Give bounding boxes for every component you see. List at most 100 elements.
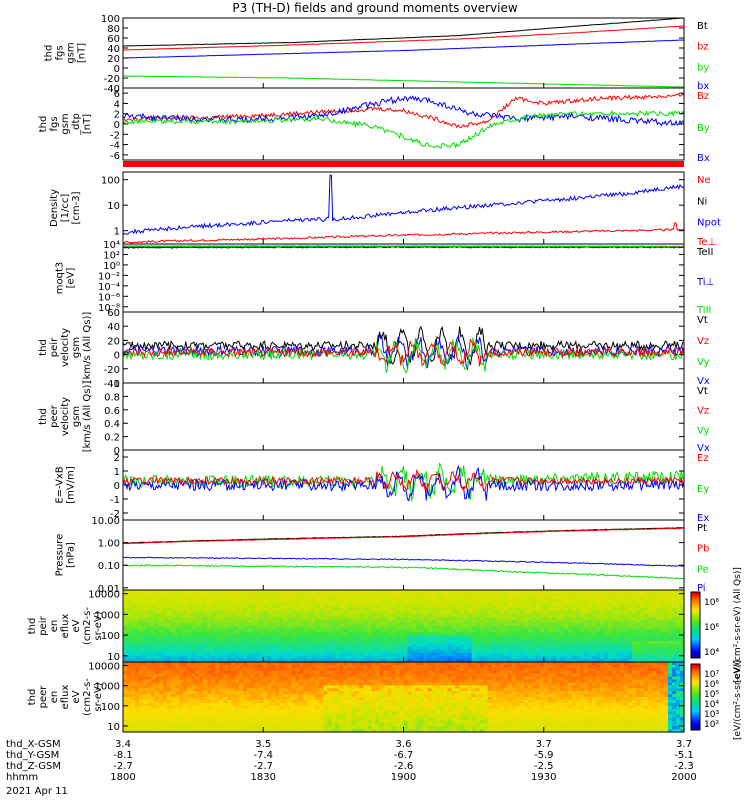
spectrogram-cell <box>471 614 477 618</box>
spectrogram-cell <box>143 638 148 642</box>
spectrogram-cell <box>375 611 381 615</box>
spectrogram-cell <box>135 711 140 716</box>
spectrogram-cell <box>527 647 533 651</box>
spectrogram-cell <box>335 611 340 615</box>
spectrogram-cell <box>447 620 453 624</box>
series-line-ti2 <box>122 245 685 248</box>
spectrogram-cell <box>431 602 437 606</box>
spectrogram-cell <box>275 708 280 713</box>
spectrogram-cell <box>535 629 541 633</box>
spectrogram-cell <box>275 694 280 698</box>
spectrogram-cell <box>667 635 673 639</box>
spectrogram-cell <box>283 717 288 721</box>
spectrogram-cell <box>163 620 168 624</box>
y-axis-label: [eV] <box>66 268 77 289</box>
spectrogram-cell <box>251 656 256 660</box>
spectrogram-cell <box>171 673 176 678</box>
spectrogram-cell <box>603 647 609 651</box>
spectrogram-cell <box>563 650 569 654</box>
spectrogram-cell <box>571 656 577 660</box>
spectrogram-cell <box>383 647 389 651</box>
spectrogram-cell <box>407 635 413 639</box>
spectrogram-cell <box>467 641 473 645</box>
spectrogram-cell <box>211 664 216 669</box>
spectrogram-cell <box>667 590 673 594</box>
spectrogram-cell <box>667 656 673 660</box>
series-line-npot <box>122 174 685 236</box>
spectrogram-cell <box>311 602 316 606</box>
colorbar-segment <box>691 600 700 604</box>
spectrogram-cell <box>491 602 497 606</box>
spectrogram-cell <box>419 617 425 621</box>
spectrogram-cell <box>663 647 669 651</box>
spectrogram-cell <box>375 593 381 597</box>
spectrogram-cell <box>579 599 585 603</box>
spectrogram-cell <box>275 682 280 686</box>
spectrogram-cell <box>331 644 336 648</box>
spectrogram-cell <box>143 623 148 627</box>
spectrogram-cell <box>123 641 128 645</box>
spectrogram-cell <box>359 608 365 612</box>
spectrogram-cell <box>383 638 389 642</box>
spectrogram-cell <box>615 611 621 615</box>
spectrogram-cell <box>259 688 264 692</box>
spectrogram-cell <box>143 596 148 600</box>
spectrogram-cell <box>575 593 581 597</box>
spectrogram-cell <box>639 620 645 624</box>
spectrogram-cell <box>543 650 549 654</box>
spectrogram-cell <box>655 623 661 627</box>
spectrogram-cell <box>675 602 681 606</box>
spectrogram-cell <box>271 653 276 657</box>
spectrogram-cell <box>511 599 517 603</box>
spectrogram-cell <box>363 611 369 615</box>
spectrogram-cell <box>187 638 192 642</box>
spectrogram-cell <box>139 635 144 639</box>
spectrogram-cell <box>619 617 625 621</box>
spectrogram-cell <box>647 656 653 660</box>
spectrogram-cell <box>415 647 421 651</box>
spectrogram-cell <box>175 620 180 624</box>
spectrogram-cell <box>375 641 381 645</box>
spectrogram-cell <box>619 632 625 636</box>
spectrogram-cell <box>263 638 268 642</box>
spectrogram-cell <box>659 599 665 603</box>
spectrogram-cell <box>311 699 316 704</box>
spectrogram-cell <box>319 647 324 651</box>
spectrogram-cell <box>603 650 609 654</box>
spectrogram-cell <box>631 614 637 618</box>
spectrogram-cell <box>243 679 248 684</box>
spectrogram-cell <box>659 614 665 618</box>
spectrogram-cell <box>479 593 485 597</box>
series-line-bx <box>122 39 685 59</box>
spectrogram-cell <box>327 691 332 695</box>
spectrogram-cell <box>271 641 276 645</box>
spectrogram-cell <box>199 717 204 721</box>
spectrogram-cell <box>315 697 320 701</box>
spectrogram-cell <box>199 638 204 642</box>
spectrogram-cell <box>367 629 373 633</box>
spectrogram-cell <box>363 626 369 630</box>
spectrogram-cell <box>191 667 196 672</box>
spectrogram-cell <box>387 629 393 633</box>
spectrogram-cell <box>503 659 509 663</box>
spectrogram-cell <box>331 711 336 716</box>
spectrogram-cell <box>639 593 645 597</box>
spectrogram-cell <box>283 682 288 686</box>
spectrogram-cell <box>147 611 152 615</box>
spectrogram-cell <box>275 644 280 648</box>
spectrogram-cell <box>627 632 633 636</box>
spectrogram-cell <box>383 653 389 657</box>
spectrogram-cell <box>191 699 196 704</box>
spectrogram-cell <box>579 611 585 615</box>
spectrogram-cell <box>395 650 401 654</box>
spectrogram-cell <box>611 593 617 597</box>
spectrogram-cell <box>183 623 188 627</box>
spectrogram-cell <box>175 599 180 603</box>
spectrogram-cell <box>611 605 617 609</box>
spectrogram-cell <box>287 702 292 707</box>
spectrogram-cell <box>627 602 633 606</box>
spectrogram-cell <box>223 593 228 597</box>
spectrogram-cell <box>231 673 236 678</box>
spectrogram-cell <box>227 590 232 594</box>
spectrogram-cell <box>447 623 453 627</box>
